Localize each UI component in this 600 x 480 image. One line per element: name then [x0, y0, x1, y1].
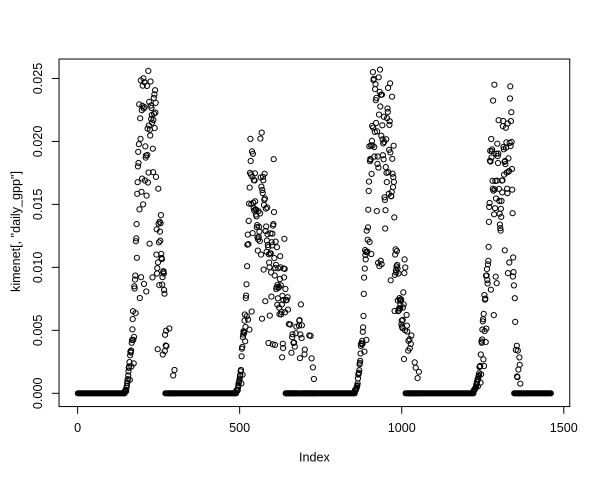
- svg-text:0.015: 0.015: [31, 189, 45, 221]
- svg-text:1000: 1000: [388, 421, 416, 435]
- svg-text:0: 0: [74, 421, 81, 435]
- svg-text:kimenet[, "daily_gpp"]: kimenet[, "daily_gpp"]: [9, 171, 23, 292]
- svg-text:1500: 1500: [550, 421, 578, 435]
- svg-text:0.010: 0.010: [31, 252, 45, 284]
- svg-text:Index: Index: [299, 451, 331, 465]
- svg-text:0.000: 0.000: [31, 378, 45, 410]
- svg-text:0.005: 0.005: [31, 315, 45, 347]
- svg-text:500: 500: [229, 421, 250, 435]
- svg-text:0.025: 0.025: [31, 63, 45, 95]
- svg-text:0.020: 0.020: [31, 126, 45, 158]
